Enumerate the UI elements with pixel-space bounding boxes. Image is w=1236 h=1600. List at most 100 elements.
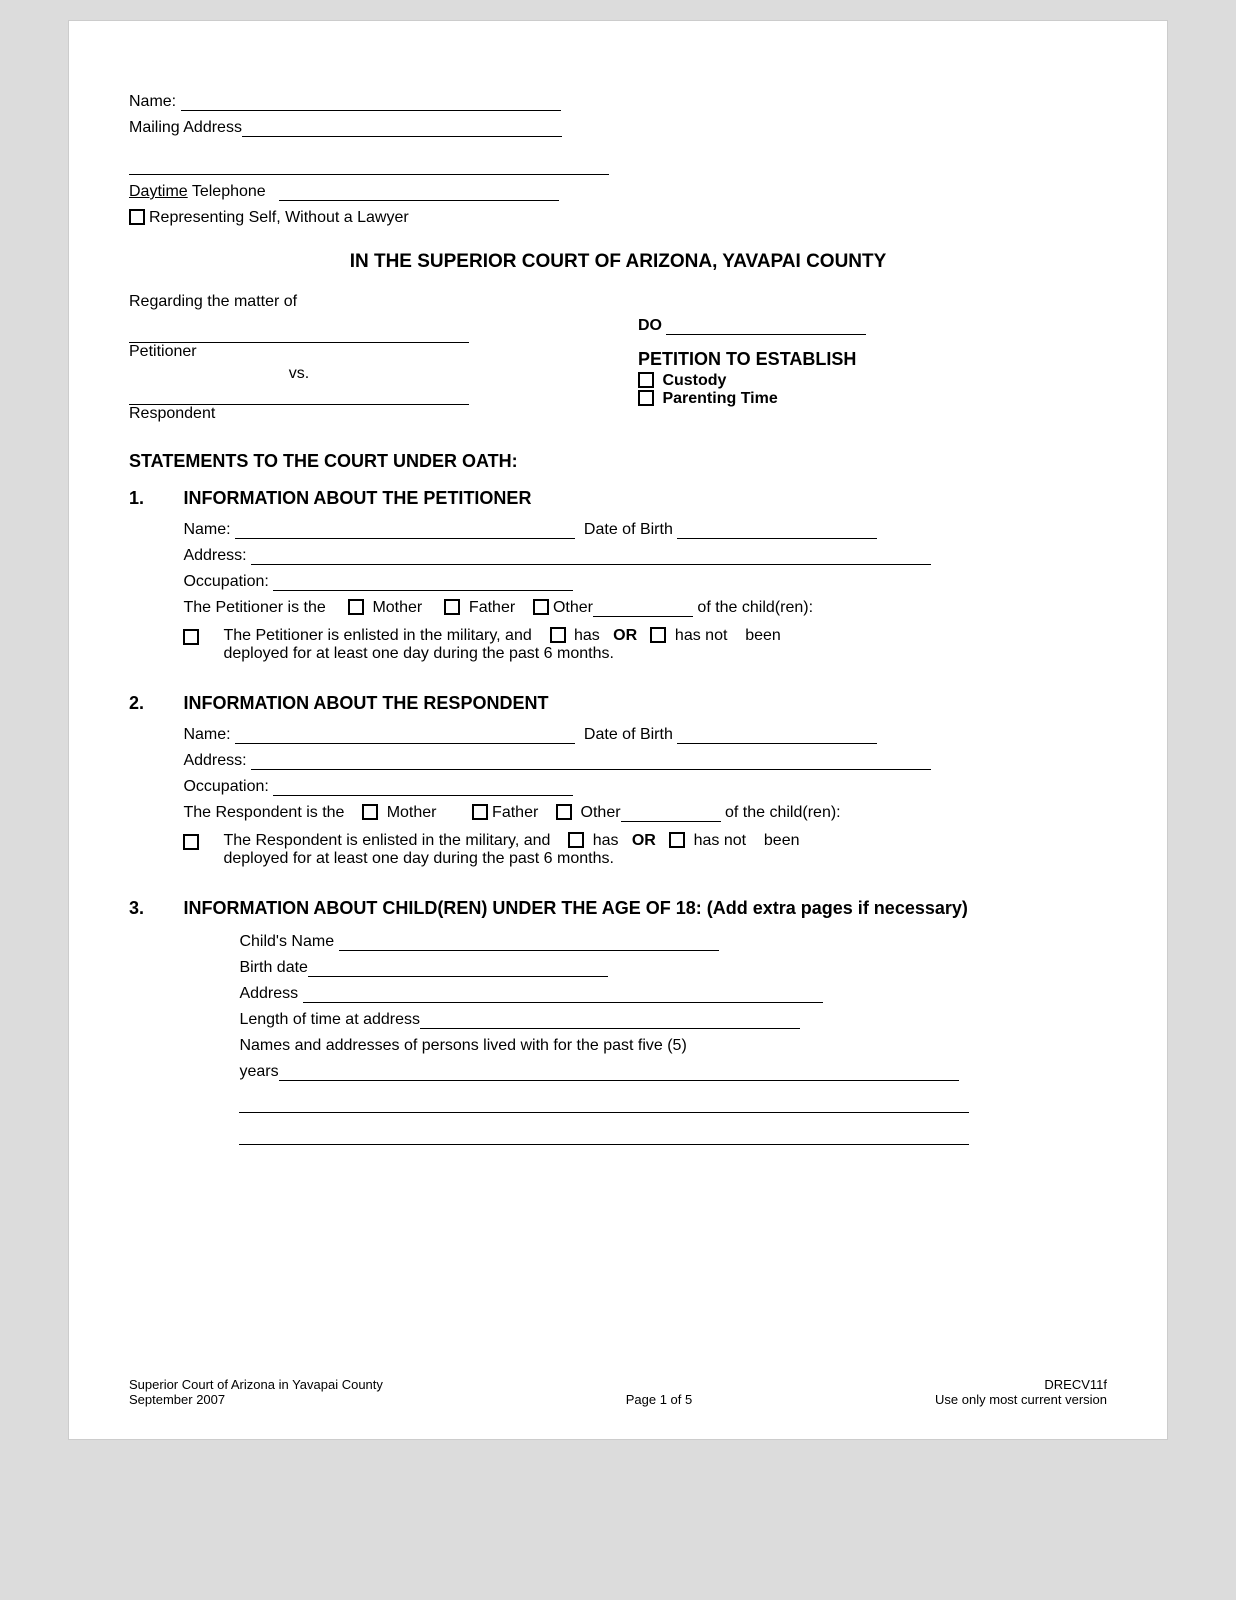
s2-military-checkbox[interactable] [183,834,199,850]
case-caption: Regarding the matter of Petitioner vs. R… [129,293,1107,423]
s2-title: INFORMATION ABOUT THE RESPONDENT [183,693,1101,714]
s1-other-checkbox[interactable] [533,599,549,615]
s1-dob-label: Date of Birth [584,521,673,538]
court-title: IN THE SUPERIOR COURT OF ARIZONA, YAVAPA… [129,251,1107,273]
s3-childname-blank[interactable] [339,950,719,951]
s1-military-text: The Petitioner is enlisted in the milita… [223,627,780,663]
parenting-label: Parenting Time [662,390,777,407]
representing-label: Representing Self, Without a Lawyer [149,209,409,226]
custody-row: Custody [638,372,1107,390]
s2-mother-checkbox[interactable] [362,804,378,820]
s1-dob-blank[interactable] [677,538,877,539]
vs-label: vs. [129,365,469,383]
s2-name-blank[interactable] [235,743,575,744]
section-1: 1. INFORMATION ABOUT THE PETITIONER Name… [129,488,1107,663]
mailing-label: Mailing Address [129,119,242,136]
s2-hasnot: has not [694,832,746,849]
s2-occupation-blank[interactable] [273,795,573,796]
petitioner-label: Petitioner [129,343,598,361]
name-blank[interactable] [181,110,561,111]
s3-child-block: Child's Name Birth date Address Length o… [183,933,1101,1145]
parenting-checkbox[interactable] [638,390,654,406]
form-page: Name: Mailing Address Daytime Telephone … [68,20,1168,1440]
s1-has: has [574,627,600,644]
representing-row: Representing Self, Without a Lawyer [129,209,1107,227]
s1-father-checkbox[interactable] [444,599,460,615]
s3-years-blank[interactable] [279,1080,959,1081]
do-label: DO [638,317,662,334]
caption-left: Regarding the matter of Petitioner vs. R… [129,293,598,423]
custody-label: Custody [662,372,726,389]
phone-field-row: Daytime Telephone [129,183,1107,201]
s2-has-checkbox[interactable] [568,832,584,848]
s3-years-label: years [239,1063,278,1080]
petition-title: PETITION TO ESTABLISH [638,349,1107,370]
s1-occupation-blank[interactable] [273,590,573,591]
s1-address-blank[interactable] [251,564,931,565]
parenting-row: Parenting Time [638,390,1107,408]
s1-hasnot-checkbox[interactable] [650,627,666,643]
mailing-blank2[interactable] [129,174,609,175]
s3-body: INFORMATION ABOUT CHILD(REN) UNDER THE A… [183,898,1101,1153]
section-3: 3. INFORMATION ABOUT CHILD(REN) UNDER TH… [129,898,1107,1153]
s1-name-blank[interactable] [235,538,575,539]
s3-extra-blank2[interactable] [239,1144,969,1145]
phone-blank[interactable] [279,200,559,201]
s2-occupation-label: Occupation: [183,778,268,795]
s2-father: Father [492,804,538,821]
footer-right1: DRECV11f [935,1377,1107,1392]
s2-been: been [764,832,800,849]
s3-extra-blank1[interactable] [239,1112,969,1113]
s3-length-label: Length of time at address [239,1011,420,1028]
footer-left: Superior Court of Arizona in Yavapai Cou… [129,1377,383,1407]
do-blank[interactable] [666,334,866,335]
s2-other-blank[interactable] [621,821,721,822]
s2-hasnot-checkbox[interactable] [669,832,685,848]
s2-role-row: The Respondent is the Mother Father Othe… [183,804,1101,822]
mailing-blank[interactable] [242,136,562,137]
footer-left1: Superior Court of Arizona in Yavapai Cou… [129,1377,383,1392]
s1-other-blank[interactable] [593,616,693,617]
s1-name-label: Name: [183,521,230,538]
s1-military-row: The Petitioner is enlisted in the milita… [183,627,1101,663]
s2-role-tail: of the child(ren): [725,804,841,821]
s1-mother-checkbox[interactable] [348,599,364,615]
name-field-row: Name: [129,93,1107,111]
s1-other: Other [553,599,593,616]
page-footer: Superior Court of Arizona in Yavapai Cou… [129,1377,1107,1407]
s3-birthdate-label: Birth date [239,959,307,976]
regarding-label: Regarding the matter of [129,293,598,311]
representing-checkbox[interactable] [129,209,145,225]
custody-checkbox[interactable] [638,372,654,388]
footer-left2: September 2007 [129,1392,383,1407]
statements-heading: STATEMENTS TO THE COURT UNDER OATH: [129,451,1107,472]
s1-military-b: deployed for at least one day during the… [223,645,613,662]
s2-other-checkbox[interactable] [556,804,572,820]
footer-right2: Use only most current version [935,1392,1107,1407]
s2-mother: Mother [387,804,437,821]
s2-military-b: deployed for at least one day during the… [223,850,613,867]
s3-length-blank[interactable] [420,1028,800,1029]
mailing-blank-row2 [129,157,1107,175]
s2-other: Other [581,804,621,821]
s2-military-text: The Respondent is enlisted in the milita… [223,832,799,868]
s1-military-checkbox[interactable] [183,629,199,645]
s1-title: INFORMATION ABOUT THE PETITIONER [183,488,1101,509]
s1-address-label: Address: [183,547,246,564]
s1-military-a: The Petitioner is enlisted in the milita… [223,627,531,644]
s1-role-tail: of the child(ren): [697,599,813,616]
s3-address-blank[interactable] [303,1002,823,1003]
s1-has-checkbox[interactable] [550,627,566,643]
s2-address-blank[interactable] [251,769,931,770]
s3-birthdate-blank[interactable] [308,976,608,977]
s2-has: has [593,832,619,849]
s2-dob-blank[interactable] [677,743,877,744]
caption-right: DO PETITION TO ESTABLISH Custody Parenti… [638,293,1107,423]
s2-body: INFORMATION ABOUT THE RESPONDENT Name: D… [183,693,1101,868]
s1-or: OR [613,627,637,644]
s1-body: INFORMATION ABOUT THE PETITIONER Name: D… [183,488,1101,663]
s2-father-checkbox[interactable] [472,804,488,820]
telephone-label: Telephone [188,183,266,200]
s3-num: 3. [129,898,179,919]
name-label: Name: [129,93,176,110]
